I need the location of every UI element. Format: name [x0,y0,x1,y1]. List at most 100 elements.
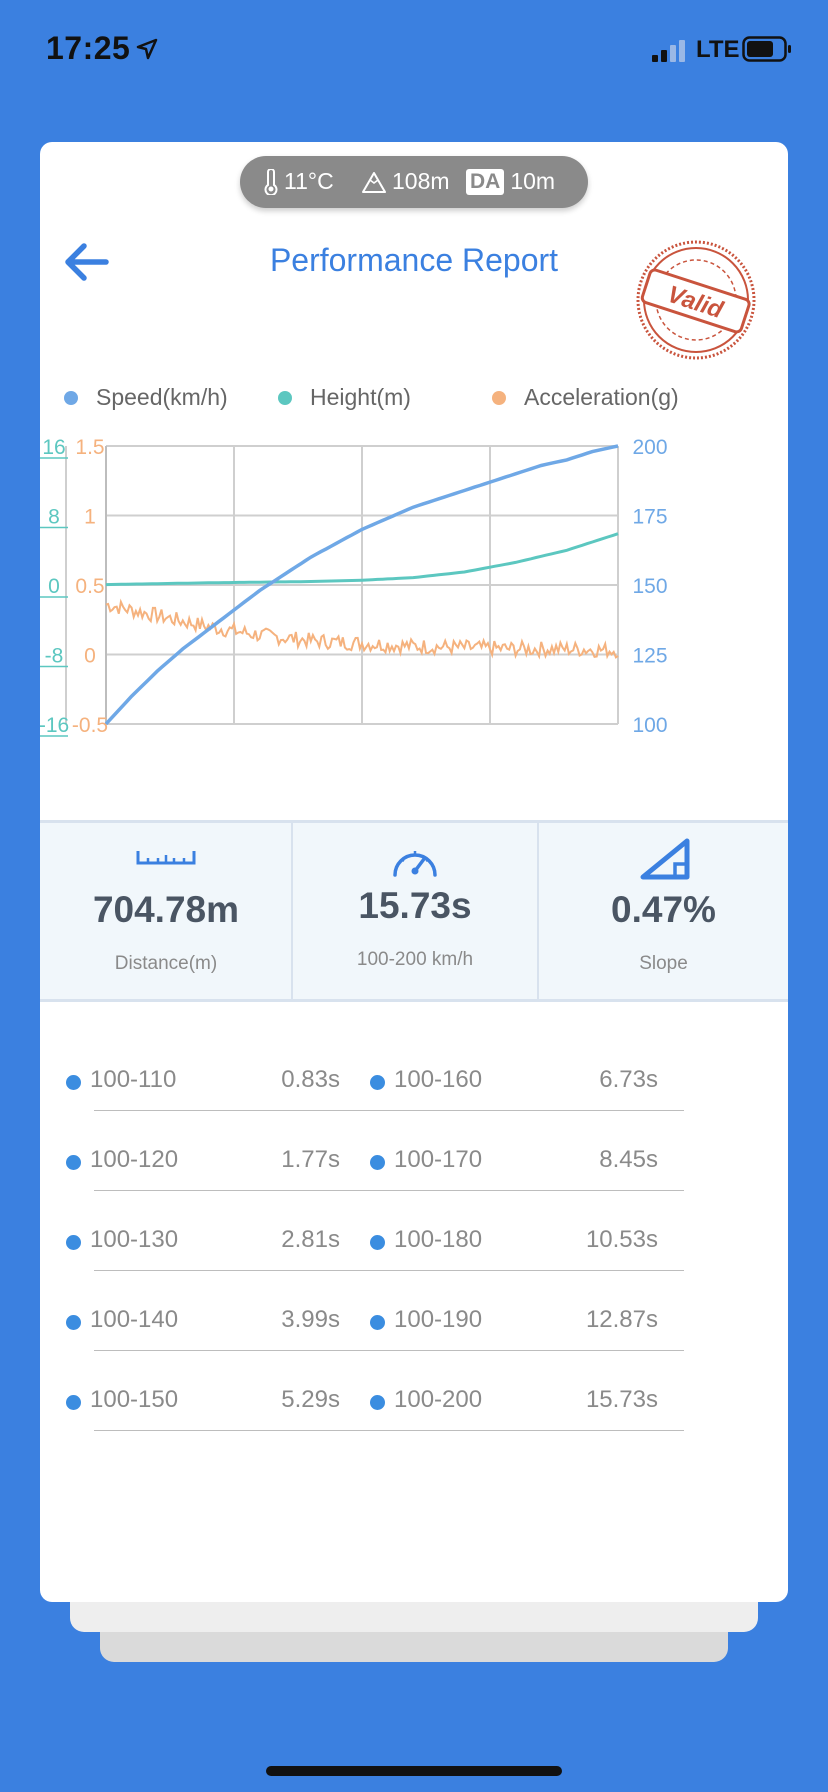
performance-chart: 16 8 0 -8 -16 1.5 1 0.5 0 -0.5 200 175 150 125 100 [40,436,668,737]
battery-icon [742,36,791,62]
split-range: 100-190 [394,1306,483,1333]
split-dot [66,1155,81,1170]
metric-slope: 0.47% Slope [539,823,788,999]
row-divider [94,1110,684,1111]
split-row: 100-110 0.83s 100-160 6.73s [40,1032,788,1112]
metric-distance: 704.78m Distance(m) [40,823,292,999]
split-range: 100-200 [394,1386,483,1413]
split-item: 100-200 15.73s [370,1386,710,1418]
split-item: 100-110 0.83s [66,1066,406,1098]
tick-label: 16 [42,436,65,459]
speedometer-icon [393,851,437,877]
report-card: 11°C 108m DA 10m Performance Report Vali… [40,142,788,1602]
split-time: 3.99s [281,1306,340,1333]
temperature-value: 11°C [284,168,334,194]
split-time: 1.77s [281,1146,340,1173]
split-item: 100-150 5.29s [66,1386,406,1418]
tick-label: 0 [48,575,60,598]
temperature-item: 11°C [264,168,334,195]
metrics-panel: 704.78m Distance(m) 15.73s 100-200 km/h … [40,820,788,1002]
split-time: 5.29s [281,1386,340,1413]
metric-divider [291,823,293,999]
tick-label: -16 [40,714,69,737]
split-item: 100-160 6.73s [370,1066,710,1098]
legend-label: Acceleration(g) [524,384,679,410]
altitude-value: 108m [392,168,450,194]
split-time: 2.81s [281,1226,340,1253]
split-time: 10.53s [585,1226,658,1253]
da-badge: DA [466,168,505,195]
split-row: 100-120 1.77s 100-170 8.45s [40,1112,788,1192]
legend-dot [492,390,506,405]
legend-dot [278,390,292,405]
tick-label: 150 [632,575,667,598]
tick-label: 125 [632,645,667,668]
split-item: 100-140 3.99s [66,1306,406,1338]
metric-value: 15.73s [358,885,472,926]
tick-label: 200 [632,436,667,459]
home-indicator[interactable] [266,1766,562,1776]
legend-speed: Speed(km/h) [64,384,228,411]
tick-label: 1 [84,506,96,529]
split-item: 100-120 1.77s [66,1146,406,1178]
acceleration-line [105,598,619,660]
metric-time: 15.73s 100-200 km/h [293,823,537,999]
tick-label: 0 [84,645,96,668]
network-type: LTE [696,36,740,63]
split-range: 100-110 [90,1066,177,1093]
split-time: 12.87s [585,1306,658,1333]
metric-divider [537,823,539,999]
split-dot [66,1395,81,1410]
split-range: 100-160 [394,1066,483,1093]
altitude-item: 108m [362,168,450,195]
split-range: 100-170 [394,1146,483,1173]
conditions-pill: 11°C 108m DA 10m [240,156,588,208]
tick-label: 1.5 [75,436,104,459]
valid-stamp: Valid [636,240,756,360]
legend-label: Height(m) [310,384,411,410]
density-altitude-item: DA 10m [466,168,555,195]
split-row: 100-150 5.29s 100-200 15.73s [40,1352,788,1432]
row-divider [94,1270,684,1271]
split-dot [370,1315,385,1330]
tick-label: 175 [632,506,667,529]
height-line [105,532,619,587]
split-item: 100-170 8.45s [370,1146,710,1178]
tick-label: 100 [632,714,667,737]
status-bar: 17:25 LTE [0,0,828,100]
split-item: 100-130 2.81s [66,1226,406,1258]
split-dot [370,1235,385,1250]
metric-label: 100-200 km/h [356,949,474,970]
metric-value: 704.78m [92,889,240,930]
metric-value: 0.47% [611,889,716,930]
split-dot [370,1075,385,1090]
location-arrow-icon [136,38,158,60]
split-item: 100-190 12.87s [370,1306,710,1338]
split-range: 100-140 [90,1306,179,1333]
row-divider [94,1190,684,1191]
split-dot [370,1155,385,1170]
split-time: 6.73s [599,1066,658,1093]
split-dot [370,1395,385,1410]
split-item: 100-180 10.53s [370,1226,710,1258]
row-divider [94,1430,684,1431]
split-row: 100-140 3.99s 100-190 12.87s [40,1272,788,1352]
mountain-icon [362,171,386,193]
split-range: 100-120 [90,1146,179,1173]
split-dot [66,1315,81,1330]
signal-bars-icon [652,40,685,62]
split-dot [66,1075,81,1090]
legend-label: Speed(km/h) [96,384,228,410]
page-title: Performance Report [269,242,559,278]
metric-label: Slope [639,953,688,974]
back-arrow-icon[interactable] [60,238,112,286]
speed-line [104,444,619,726]
split-range: 100-130 [90,1226,179,1253]
split-time: 0.83s [281,1066,340,1093]
split-range: 100-150 [90,1386,179,1413]
status-time: 17:25 [46,30,131,66]
tick-label: 8 [48,506,60,529]
thermometer-icon [264,168,278,195]
ruler-icon [136,851,196,865]
legend-acceleration: Acceleration(g) [492,384,679,411]
